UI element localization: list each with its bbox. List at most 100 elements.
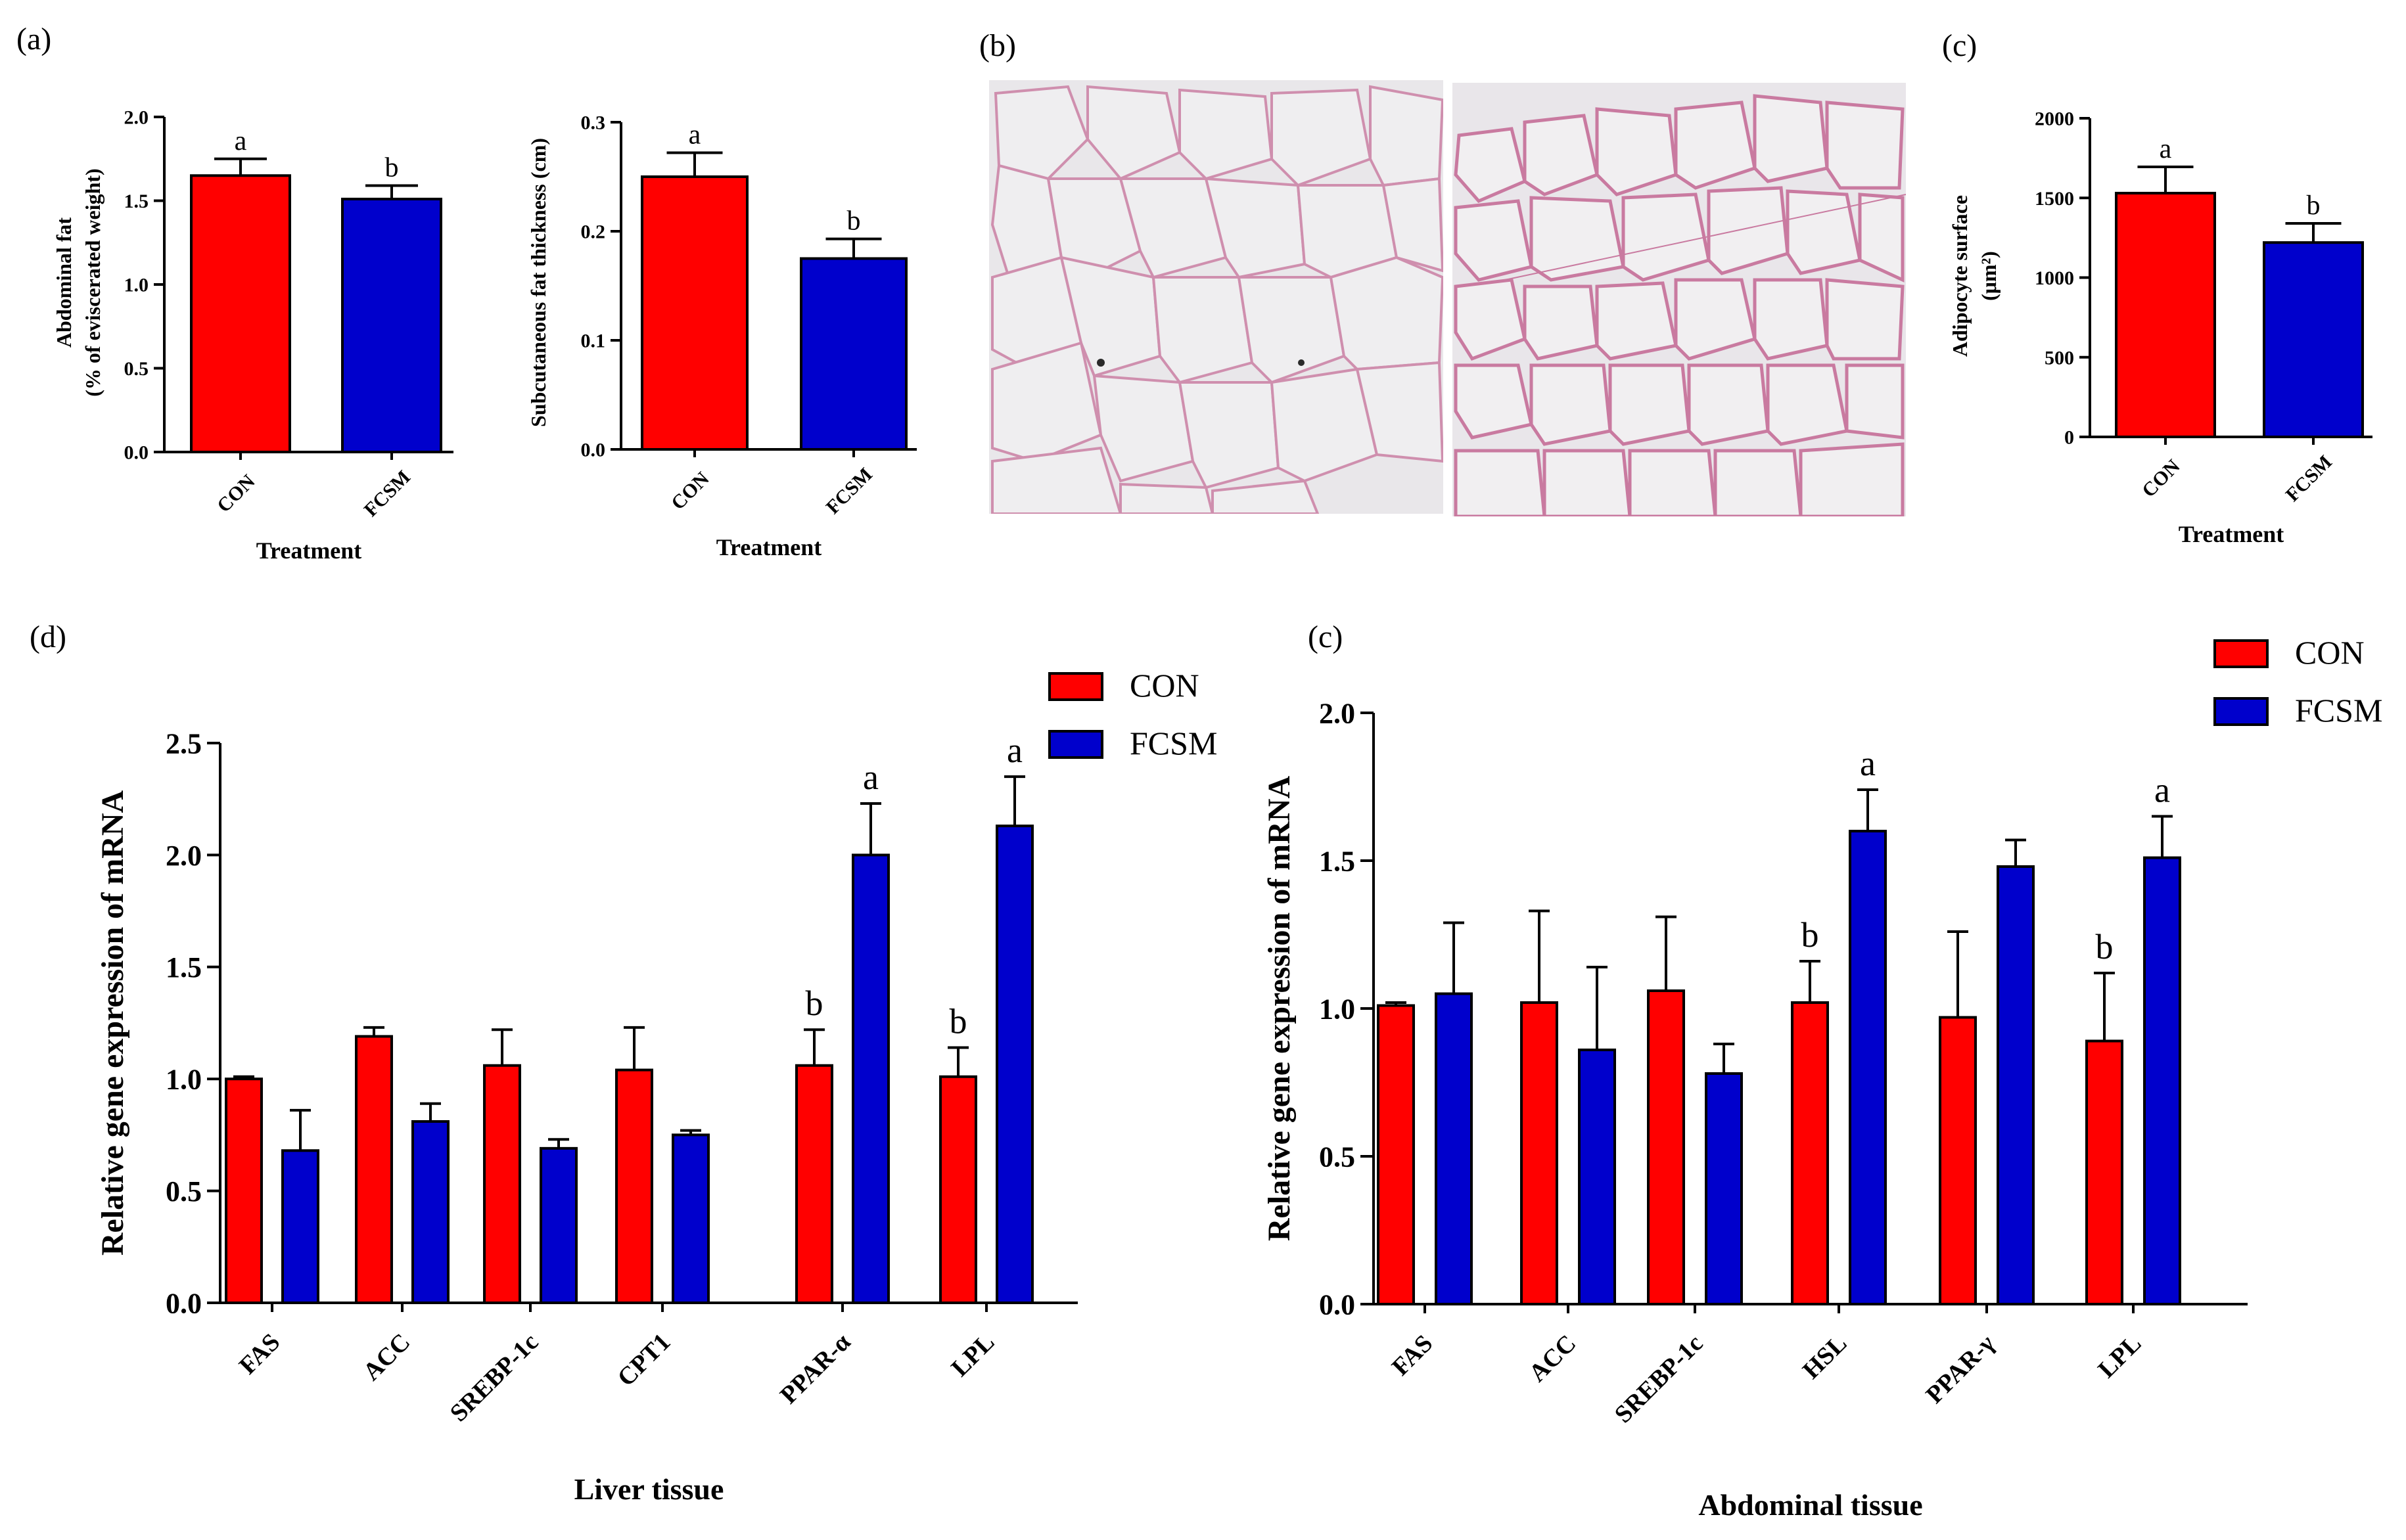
y-axis-label: Abdominal fat [52, 217, 76, 348]
x-tick-label: FCSM [2282, 451, 2336, 506]
bar-con-4 [1939, 1016, 1977, 1305]
bar-fcsm-3 [1849, 830, 1887, 1305]
significance-letter: b [385, 153, 399, 183]
bar-con-2 [1647, 989, 1685, 1305]
y-tick-label: 1.5 [166, 951, 202, 984]
bar-con [190, 174, 291, 453]
y-tick-label: 2000 [2035, 108, 2074, 130]
bar-con-3 [615, 1068, 653, 1304]
panel-label-b: (b) [979, 28, 1016, 63]
bar-con-3 [1791, 1001, 1829, 1305]
x-tick-label: FAS [1387, 1330, 1438, 1381]
x-tick-label: FCSM [360, 466, 415, 521]
y-axis-label: Relative gene expression of mRNA [95, 790, 130, 1256]
legend-swatch-fcsm [1048, 730, 1103, 759]
bar-fcsm-2 [1705, 1072, 1743, 1305]
x-tick-label: PPAR-γ [1921, 1330, 2001, 1409]
legend-swatch-con [1048, 672, 1103, 701]
y-axis-label: Relative gene expression of mRNA [1262, 776, 1297, 1242]
legend-label-con: CON [2295, 634, 2365, 671]
bar-con-0 [1377, 1004, 1415, 1305]
bar-con [641, 175, 749, 451]
significance-letter: a [1007, 731, 1023, 770]
y-tick-label: 1.5 [124, 191, 149, 212]
y-tick-label: 1.0 [1319, 993, 1355, 1025]
bar-fcsm [800, 257, 908, 451]
y-tick-label: 2.0 [1319, 697, 1355, 729]
y-tick-label: 0.3 [581, 112, 606, 134]
bar-con-1 [355, 1035, 393, 1304]
x-tick-label: LPL [2093, 1330, 2146, 1384]
histology-fcsm-image [1452, 83, 1906, 516]
y-tick-label: 1000 [2035, 267, 2074, 289]
bar-fcsm-0 [281, 1149, 319, 1304]
bar-con-4 [795, 1064, 833, 1304]
bar-con-5 [2085, 1039, 2123, 1305]
x-axis-label: Treatment [2179, 521, 2284, 547]
y-tick-label: 1.0 [166, 1064, 202, 1096]
panel-label-a: (a) [16, 22, 51, 57]
significance-letter: b [1801, 915, 1819, 955]
legend-swatch-con [2213, 639, 2269, 668]
x-tick-label: SREBP-1c [445, 1328, 544, 1428]
y-axis-label: Adipocyte surface [1948, 195, 1972, 357]
x-tick-label: ACC [1523, 1330, 1581, 1388]
significance-letter: b [847, 206, 861, 237]
significance-letter: a [863, 758, 879, 797]
bar-con [2115, 191, 2216, 438]
significance-letter: a [2160, 134, 2172, 164]
x-tick-label: CON [2138, 455, 2185, 502]
bar-con-0 [225, 1077, 263, 1304]
y-tick-label: 2.0 [166, 840, 202, 872]
x-tick-label: CON [213, 470, 260, 517]
y-tick-label: 0.0 [124, 442, 149, 464]
x-tick-label: PPAR-α [775, 1328, 856, 1409]
bar-fcsm-2 [540, 1146, 578, 1305]
histology-con-image [989, 80, 1443, 514]
significance-letter: a [689, 120, 701, 150]
y-tick-label: 1.5 [1319, 845, 1355, 877]
y-tick-label: 0.0 [1319, 1288, 1355, 1321]
panel-label-e: (c) [1308, 620, 1343, 654]
y-tick-label: 0.5 [166, 1175, 202, 1208]
x-tick-label: ACC [358, 1328, 415, 1386]
bar-con-1 [1520, 1001, 1558, 1305]
significance-letter: b [806, 984, 823, 1023]
x-axis-label: Treatment [716, 534, 822, 560]
panel-label-d: (d) [30, 620, 66, 654]
x-tick-label: HSL [1797, 1330, 1852, 1384]
bar-fcsm [341, 197, 442, 453]
x-tick-label: CPT1 [612, 1328, 676, 1392]
x-tick-label: FAS [234, 1328, 285, 1380]
significance-letter: a [235, 126, 247, 156]
significance-letter: b [950, 1001, 967, 1041]
bar-fcsm-1 [1578, 1049, 1616, 1305]
bar-fcsm-4 [1997, 865, 2035, 1305]
significance-letter: a [1860, 744, 1876, 783]
bar-fcsm [2263, 241, 2364, 438]
x-tick-label: FCSM [822, 464, 877, 518]
bar-fcsm-0 [1435, 992, 1473, 1305]
bar-fcsm-5 [2143, 856, 2181, 1305]
y-tick-label: 0.1 [581, 330, 606, 352]
y-tick-label: 1.0 [124, 275, 149, 296]
legend-swatch-fcsm [2213, 697, 2269, 726]
x-tick-label: CON [667, 468, 714, 514]
significance-letter: b [2307, 191, 2321, 221]
significance-letter: a [2154, 771, 2170, 810]
y-tick-label: 0.5 [1319, 1141, 1355, 1173]
y-tick-label: 0.5 [124, 358, 149, 380]
bar-con-5 [939, 1075, 977, 1304]
bar-fcsm-1 [411, 1120, 450, 1305]
x-tick-label: LPL [946, 1328, 1000, 1382]
y-tick-label: 0.0 [166, 1287, 202, 1319]
significance-letter: b [2096, 927, 2114, 966]
y-tick-label: 0.0 [581, 440, 606, 461]
y-tick-label: 0 [2064, 427, 2074, 449]
y-tick-label: 500 [2045, 347, 2074, 369]
y-axis-label: Subcutaneous fat thickness (cm) [526, 138, 550, 427]
bar-fcsm-4 [852, 853, 890, 1304]
bar-con-2 [483, 1064, 521, 1304]
bar-fcsm-3 [672, 1133, 710, 1305]
